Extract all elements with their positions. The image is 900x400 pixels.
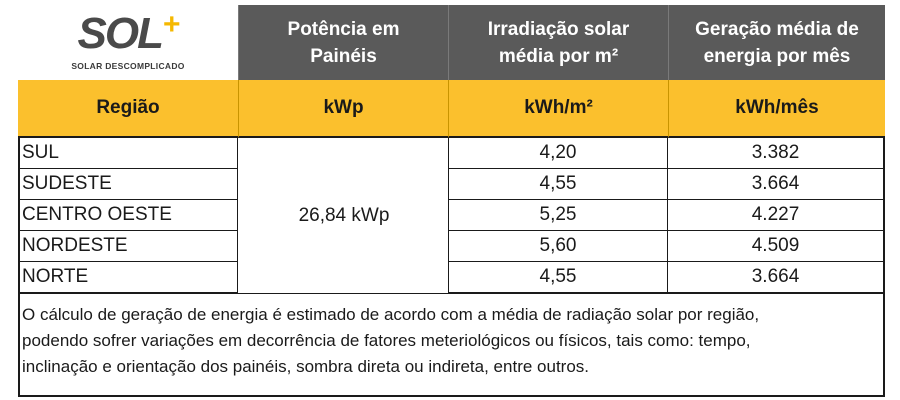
header-irradiation: Irradiação solar média por m² [448,5,668,80]
unit-power: kWp [238,80,448,138]
note-line: O cálculo de geração de energia é estima… [22,305,760,324]
unit-region: Região [18,80,238,138]
brand-logo: SOL+ SOLAR DESCOMPLICADO [18,5,238,80]
generation-cell: 4.509 [668,231,883,262]
table-row: CENTRO OESTE 5,25 4.227 [20,200,883,231]
header-power: Potência em Painéis [238,5,448,80]
power-merged-cell: 26,84 kWp [298,204,390,226]
unit-generation: kWh/mês [668,80,885,138]
region-cell: SUDESTE [20,169,238,200]
generation-cell: 3.382 [668,138,883,169]
table-row: NORTE 4,55 3.664 [20,262,883,293]
unit-irradiation: kWh/m² [448,80,668,138]
table-row: SUL 4,20 3.382 [20,138,883,169]
units-row: Região kWp kWh/m² kWh/mês [18,80,885,138]
irradiation-cell: 5,25 [448,200,668,231]
table-body: SUL 4,20 3.382 SUDESTE 4,55 3.664 CENTRO… [18,138,885,293]
region-cell: NORTE [20,262,238,293]
note-line: inclinação e orientação dos painéis, som… [22,357,590,376]
region-cell: CENTRO OESTE [20,200,238,231]
logo-wordmark: SOL+ [77,8,181,58]
note-line: podendo sofrer variações em decorrência … [22,331,751,350]
irradiation-cell: 4,55 [448,169,668,200]
generation-cell: 3.664 [668,262,883,293]
table-header-row: SOL+ SOLAR DESCOMPLICADO Potência em Pain… [18,5,885,80]
region-cell: NORDESTE [20,231,238,262]
disclaimer-note: O cálculo de geração de energia é estima… [18,293,885,397]
logo-plus-icon: + [162,8,180,41]
generation-cell: 3.664 [668,169,883,200]
irradiation-cell: 4,20 [448,138,668,169]
irradiation-cell: 4,55 [448,262,668,293]
header-generation: Geração média de energia por mês [668,5,885,80]
table-row: SUDESTE 4,55 3.664 [20,169,883,200]
region-cell: SUL [20,138,238,169]
solar-generation-table: SOL+ SOLAR DESCOMPLICADO Potência em Pain… [18,5,885,293]
generation-cell: 4.227 [668,200,883,231]
logo-tagline: SOLAR DESCOMPLICADO [71,61,185,71]
table-row: NORDESTE 5,60 4.509 [20,231,883,262]
irradiation-cell: 5,60 [448,231,668,262]
